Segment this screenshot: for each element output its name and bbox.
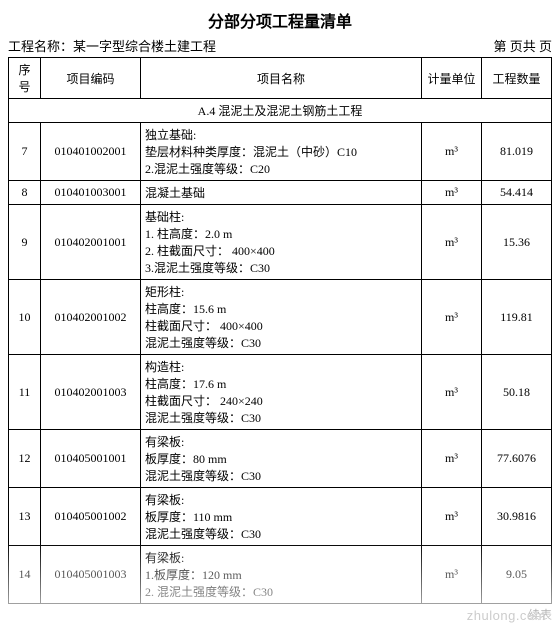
project-label: 工程名称： [8, 39, 73, 54]
item-main: 有梁板: [145, 491, 417, 508]
cell-unit: m³ [422, 430, 482, 488]
cell-code: 010401002001 [41, 123, 141, 181]
cell-unit: m³ [422, 205, 482, 280]
cell-name: 有梁板:板厚度：110 mm混泥土强度等级：C30 [141, 488, 422, 546]
item-subline: 3.混泥土强度等级：C30 [145, 259, 417, 276]
col-seq: 序号 [9, 58, 41, 99]
table-row: 13010405001002有梁板:板厚度：110 mm混泥土强度等级：C30m… [9, 488, 552, 546]
item-subline: 板厚度：80 mm [145, 450, 417, 467]
table-row: 8010401003001混凝土基础 m³54.414 [9, 181, 552, 205]
cell-code: 010405001002 [41, 488, 141, 546]
cell-qty: 54.414 [482, 181, 552, 205]
cell-name: 独立基础:垫层材料种类厚度：混泥土（中砂）C102.混泥土强度等级：C20 [141, 123, 422, 181]
cell-seq: 8 [9, 181, 41, 205]
section-row: A.4 混泥土及混泥土钢筋土工程 [9, 99, 552, 123]
cell-seq: 13 [9, 488, 41, 546]
cell-qty: 77.6076 [482, 430, 552, 488]
header-line: 工程名称：某一字型综合楼土建工程 第 页共 页 [8, 36, 552, 55]
cell-seq: 11 [9, 355, 41, 430]
cell-unit: m³ [422, 280, 482, 355]
project-value: 某一字型综合楼土建工程 [73, 39, 216, 54]
cell-qty: 81.019 [482, 123, 552, 181]
footer-continue: 续表 [8, 606, 552, 623]
item-main: 混凝土基础 [145, 184, 417, 201]
section-title: A.4 混泥土及混泥土钢筋土工程 [9, 99, 552, 123]
cell-qty: 50.18 [482, 355, 552, 430]
item-subline: 2. 混泥土强度等级：C30 [145, 583, 417, 600]
cell-code: 010402001001 [41, 205, 141, 280]
cell-unit: m³ [422, 123, 482, 181]
item-subline: 混泥土强度等级：C30 [145, 409, 417, 426]
item-subline: 混泥土强度等级：C30 [145, 525, 417, 542]
item-main: 有梁板: [145, 549, 417, 566]
item-main: 基础柱: [145, 208, 417, 225]
cell-name: 有梁板:1.板厚度：120 mm2. 混泥土强度等级：C30 [141, 546, 422, 604]
cell-code: 010402001003 [41, 355, 141, 430]
cell-qty: 119.81 [482, 280, 552, 355]
cell-name: 矩形柱:柱高度：15.6 m柱截面尺寸： 400×400混泥土强度等级：C30 [141, 280, 422, 355]
table-row: 14010405001003有梁板:1.板厚度：120 mm2. 混泥土强度等级… [9, 546, 552, 604]
col-unit: 计量单位 [422, 58, 482, 99]
item-subline: 1. 柱高度：2.0 m [145, 225, 417, 242]
cell-name: 有梁板:板厚度：80 mm混泥土强度等级：C30 [141, 430, 422, 488]
item-subline: 1.板厚度：120 mm [145, 566, 417, 583]
item-main: 构造柱: [145, 358, 417, 375]
table-header-row: 序号 项目编码 项目名称 计量单位 工程数量 [9, 58, 552, 99]
cell-qty: 15.36 [482, 205, 552, 280]
cell-name: 基础柱:1. 柱高度：2.0 m2. 柱截面尺寸： 400×4003.混泥土强度… [141, 205, 422, 280]
cell-seq: 12 [9, 430, 41, 488]
table-row: 12010405001001有梁板:板厚度：80 mm混泥土强度等级：C30m³… [9, 430, 552, 488]
cell-seq: 10 [9, 280, 41, 355]
item-subline: 2. 柱截面尺寸： 400×400 [145, 242, 417, 259]
cell-seq: 14 [9, 546, 41, 604]
item-subline: 混泥土强度等级：C30 [145, 334, 417, 351]
cell-qty: 30.9816 [482, 488, 552, 546]
item-subline: 柱截面尺寸： 240×240 [145, 392, 417, 409]
item-subline: 柱截面尺寸： 400×400 [145, 317, 417, 334]
item-subline: 柱高度：17.6 m [145, 375, 417, 392]
item-subline: 混泥土强度等级：C30 [145, 467, 417, 484]
table-row: 9010402001001基础柱:1. 柱高度：2.0 m2. 柱截面尺寸： 4… [9, 205, 552, 280]
cell-qty: 9.05 [482, 546, 552, 604]
item-subline: 板厚度：110 mm [145, 508, 417, 525]
item-subline: 柱高度：15.6 m [145, 300, 417, 317]
cell-code: 010405001001 [41, 430, 141, 488]
boq-table: 序号 项目编码 项目名称 计量单位 工程数量 A.4 混泥土及混泥土钢筋土工程 … [8, 57, 552, 604]
item-subline: 2.混泥土强度等级：C20 [145, 160, 417, 177]
table-row: 7010401002001独立基础:垫层材料种类厚度：混泥土（中砂）C102.混… [9, 123, 552, 181]
col-code: 项目编码 [41, 58, 141, 99]
item-main: 独立基础: [145, 126, 417, 143]
project-name: 工程名称：某一字型综合楼土建工程 [8, 36, 216, 55]
item-main: 有梁板: [145, 433, 417, 450]
cell-code: 010401003001 [41, 181, 141, 205]
cell-code: 010405001003 [41, 546, 141, 604]
page-title: 分部分项工程量清单 [8, 8, 552, 32]
table-row: 11010402001003构造柱:柱高度：17.6 m柱截面尺寸： 240×2… [9, 355, 552, 430]
cell-seq: 9 [9, 205, 41, 280]
cell-code: 010402001002 [41, 280, 141, 355]
table-row: 10010402001002矩形柱:柱高度：15.6 m柱截面尺寸： 400×4… [9, 280, 552, 355]
cell-unit: m³ [422, 355, 482, 430]
item-main: 矩形柱: [145, 283, 417, 300]
col-qty: 工程数量 [482, 58, 552, 99]
cell-seq: 7 [9, 123, 41, 181]
cell-name: 构造柱:柱高度：17.6 m柱截面尺寸： 240×240混泥土强度等级：C30 [141, 355, 422, 430]
col-name: 项目名称 [141, 58, 422, 99]
cell-name: 混凝土基础 [141, 181, 422, 205]
cell-unit: m³ [422, 546, 482, 604]
page-number: 第 页共 页 [493, 36, 552, 55]
item-subline: 垫层材料种类厚度：混泥土（中砂）C10 [145, 143, 417, 160]
cell-unit: m³ [422, 488, 482, 546]
cell-unit: m³ [422, 181, 482, 205]
